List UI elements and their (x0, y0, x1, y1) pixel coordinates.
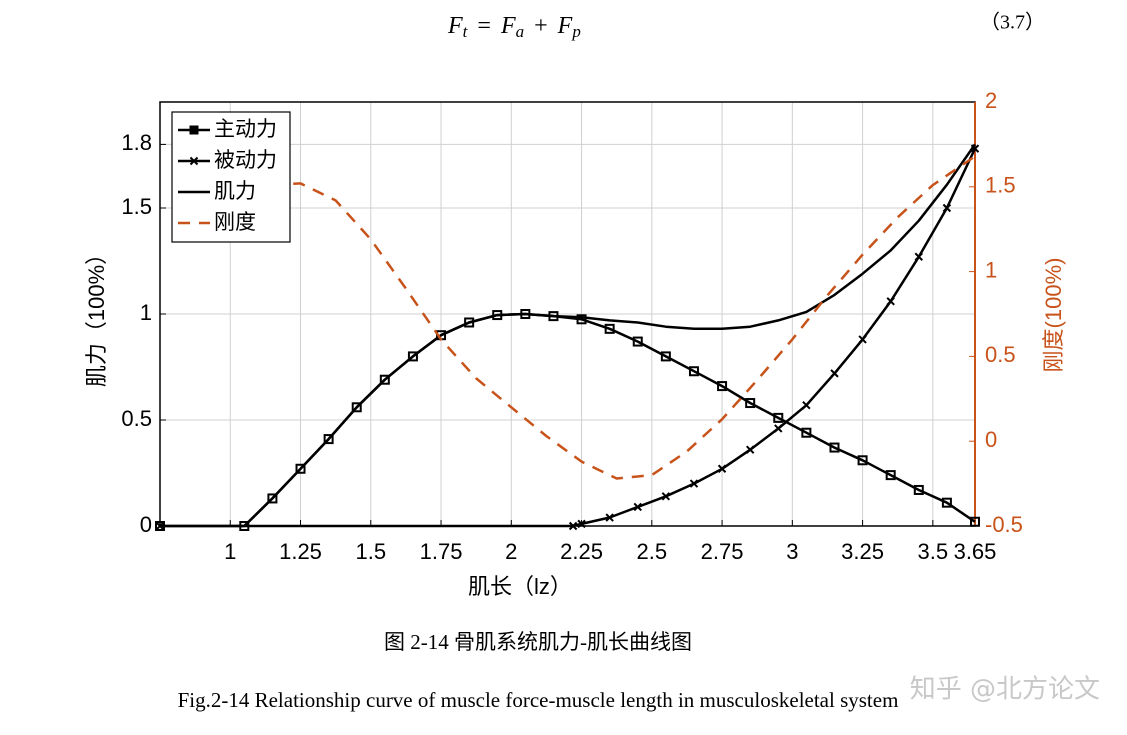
marker (568, 521, 578, 531)
marker (830, 369, 839, 378)
marker (857, 455, 868, 466)
marker (970, 516, 980, 527)
marker (689, 479, 699, 488)
equation-part: t (463, 22, 469, 41)
marker (577, 519, 586, 529)
legend-marker (189, 125, 199, 135)
y2-tick-label: -0.5 (985, 512, 1023, 537)
marker (155, 521, 165, 531)
marker (941, 497, 952, 508)
marker (576, 314, 587, 325)
marker (605, 513, 614, 522)
marker (717, 464, 727, 473)
marker (801, 427, 812, 438)
x-tick-label: 3 (786, 539, 798, 564)
y-tick-label: 0.5 (121, 406, 152, 431)
x-tick-label: 3.5 (918, 539, 949, 564)
marker (267, 493, 278, 504)
marker (886, 297, 895, 306)
legend-label: 肌力 (214, 179, 256, 203)
watermark: 知乎 @北方论文 (910, 675, 1100, 705)
x-tick-label: 3.65 (954, 539, 997, 564)
marker (802, 400, 811, 410)
x-tick-label: 1 (224, 539, 236, 564)
equation-part: a (516, 22, 525, 41)
y-tick-label: 0 (140, 512, 152, 537)
y-tick-label: 1.5 (121, 194, 152, 219)
marker (323, 434, 334, 445)
caption-en: Fig.2-14 Relationship curve of muscle fo… (178, 688, 899, 712)
y-tick-label: 1 (140, 300, 152, 325)
series-line (243, 143, 977, 527)
marker (604, 323, 615, 334)
legend-label: 被动力 (214, 148, 277, 172)
marker (745, 398, 756, 409)
marker (942, 203, 952, 213)
marker (632, 336, 643, 347)
equation-part: F (447, 13, 463, 39)
x-tick-label: 2.75 (701, 539, 744, 564)
x-tick-label: 1.5 (355, 539, 386, 564)
marker (661, 492, 671, 501)
marker (914, 252, 924, 261)
marker (913, 484, 924, 495)
x-tick-label: 1.25 (279, 539, 322, 564)
marker (858, 335, 867, 344)
y2-axis-label: 刚度(100%) (1041, 258, 1066, 373)
x-tick-label: 3.25 (841, 539, 884, 564)
equation: Ft = Fa + Fp (447, 13, 581, 41)
marker (688, 366, 699, 377)
equation-part: p (571, 22, 581, 41)
legend-label: 刚度 (214, 210, 256, 234)
y-tick-label: 1.8 (121, 130, 152, 155)
x-tick-label: 2.25 (560, 539, 603, 564)
equation-part: = (477, 13, 491, 39)
y2-tick-label: 0.5 (985, 342, 1016, 367)
x-tick-label: 2.5 (637, 539, 668, 564)
y2-tick-label: 0 (985, 427, 997, 452)
marker (774, 424, 783, 433)
y-axis-label: 肌力（100%） (84, 243, 109, 387)
y2-tick-label: 1.5 (985, 173, 1016, 198)
marker (633, 502, 642, 512)
legend-marker (189, 156, 199, 166)
x-tick-label: 2 (505, 539, 517, 564)
legend-label: 主动力 (214, 117, 277, 141)
marker (351, 402, 362, 413)
marker (829, 442, 840, 453)
marker (407, 351, 418, 362)
caption-cn: 图 2-14 骨肌系统肌力-肌长曲线图 (384, 630, 692, 654)
marker (717, 381, 728, 392)
marker (745, 445, 755, 454)
marker (885, 470, 896, 481)
y2-tick-label: 1 (985, 257, 997, 282)
x-tick-label: 1.75 (420, 539, 463, 564)
marker (660, 351, 671, 362)
equation-part: + (534, 13, 548, 39)
series-line (230, 155, 976, 480)
x-axis-label: 肌长（lz） (468, 574, 572, 599)
marker (295, 463, 306, 474)
y2-tick-label: 2 (985, 88, 997, 113)
marker (379, 374, 390, 385)
equation-number: （3.7） (980, 11, 1045, 34)
equation-part: F (500, 13, 516, 39)
marker (773, 412, 784, 423)
equation-part: F (557, 13, 573, 39)
